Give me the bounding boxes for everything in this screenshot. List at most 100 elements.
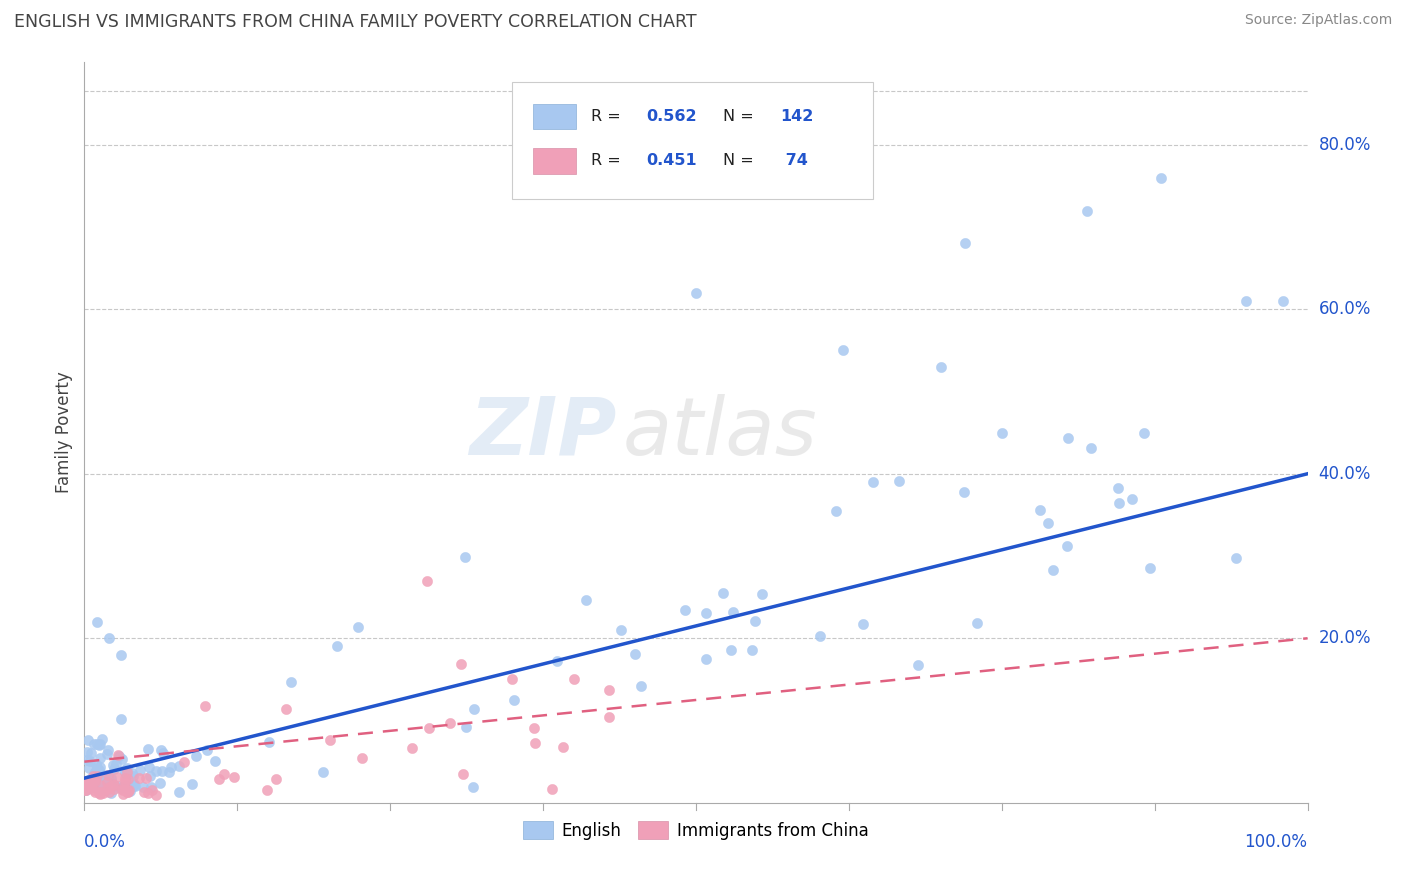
Point	[117, 784, 139, 798]
Point	[259, 735, 281, 749]
Point	[115, 785, 138, 799]
Point	[89, 787, 111, 801]
Point	[75, 775, 97, 789]
Point	[152, 746, 174, 760]
Point	[852, 617, 875, 632]
Point	[96, 774, 118, 789]
Point	[454, 720, 477, 734]
Text: 0.451: 0.451	[645, 153, 696, 169]
Point	[723, 605, 745, 619]
Point	[114, 771, 136, 785]
Point	[953, 236, 976, 251]
Point	[952, 485, 974, 500]
Point	[83, 773, 105, 788]
Point	[103, 762, 125, 776]
Point	[1272, 293, 1295, 308]
Point	[96, 783, 118, 797]
Point	[1150, 170, 1173, 185]
Point	[96, 773, 118, 788]
Point	[610, 623, 633, 637]
Point	[1056, 540, 1078, 554]
Point	[80, 775, 103, 789]
Point	[145, 788, 167, 802]
Point	[110, 781, 132, 796]
Point	[115, 761, 138, 775]
Point	[184, 748, 207, 763]
Point	[89, 785, 111, 799]
Point	[264, 772, 287, 786]
Point	[149, 776, 172, 790]
Point	[76, 733, 98, 747]
Point	[91, 786, 114, 800]
Point	[1076, 203, 1098, 218]
Point	[86, 769, 108, 783]
Point	[256, 782, 278, 797]
Point	[93, 771, 115, 785]
Point	[96, 747, 118, 761]
Text: ZIP: ZIP	[470, 393, 616, 472]
Point	[685, 285, 707, 300]
Point	[929, 359, 952, 374]
Point	[966, 615, 988, 630]
Text: 20.0%: 20.0%	[1319, 629, 1371, 648]
Point	[79, 772, 101, 786]
Point	[108, 781, 131, 796]
Point	[150, 743, 173, 757]
FancyBboxPatch shape	[513, 82, 873, 200]
Point	[80, 772, 103, 786]
Point	[80, 778, 103, 792]
Point	[86, 772, 108, 787]
Point	[673, 603, 696, 617]
Point	[280, 675, 302, 690]
Point	[122, 769, 145, 783]
Point	[145, 764, 167, 779]
Point	[1080, 441, 1102, 455]
Text: N =: N =	[723, 109, 759, 124]
Point	[101, 776, 124, 790]
Point	[114, 779, 136, 793]
Point	[97, 768, 120, 782]
Point	[82, 776, 104, 790]
Point	[79, 754, 101, 768]
Point	[89, 778, 111, 792]
Point	[128, 763, 150, 777]
Text: 100.0%: 100.0%	[1244, 833, 1308, 851]
Point	[204, 754, 226, 768]
Point	[84, 780, 107, 794]
Text: 0.562: 0.562	[645, 109, 696, 124]
Point	[208, 772, 231, 787]
Point	[80, 780, 103, 795]
Point	[82, 772, 104, 786]
Point	[118, 782, 141, 797]
Point	[94, 778, 117, 792]
Point	[112, 787, 135, 801]
Point	[87, 738, 110, 752]
Point	[77, 761, 100, 775]
Text: ENGLISH VS IMMIGRANTS FROM CHINA FAMILY POVERTY CORRELATION CHART: ENGLISH VS IMMIGRANTS FROM CHINA FAMILY …	[14, 13, 697, 31]
Point	[574, 593, 596, 607]
Text: 60.0%: 60.0%	[1319, 301, 1371, 318]
Text: 40.0%: 40.0%	[1319, 465, 1371, 483]
Point	[100, 771, 122, 785]
Point	[598, 683, 620, 698]
Text: atlas: atlas	[623, 393, 817, 472]
Point	[695, 651, 717, 665]
Text: N =: N =	[723, 153, 759, 169]
Point	[110, 712, 132, 726]
Point	[114, 773, 136, 788]
Point	[101, 758, 124, 772]
Text: R =: R =	[591, 153, 626, 169]
Point	[751, 587, 773, 601]
Point	[107, 748, 129, 763]
Point	[80, 772, 103, 787]
Point	[86, 772, 108, 786]
Point	[318, 733, 340, 747]
FancyBboxPatch shape	[533, 103, 576, 129]
Point	[83, 737, 105, 751]
Point	[105, 757, 128, 772]
Point	[76, 745, 98, 759]
Point	[1028, 502, 1050, 516]
Point	[114, 780, 136, 794]
Text: 80.0%: 80.0%	[1319, 136, 1371, 153]
Point	[94, 768, 117, 782]
